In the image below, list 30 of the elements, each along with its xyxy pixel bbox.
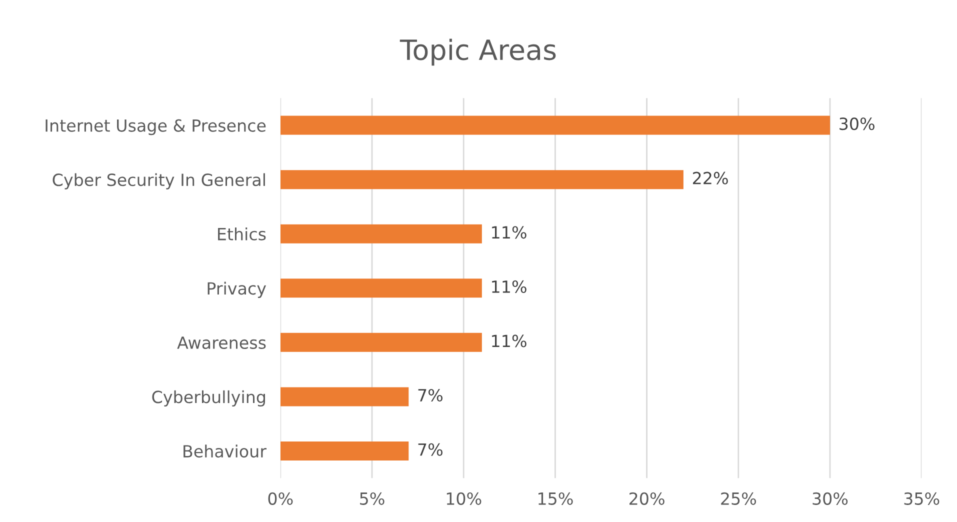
data-label: 22%	[692, 172, 728, 184]
bar	[280, 387, 409, 406]
chart-title: Topic Areas	[400, 38, 556, 66]
y-tick-label: Awareness	[177, 336, 266, 349]
y-tick-label: Privacy	[208, 282, 266, 298]
y-tick-label: Ethics	[218, 228, 266, 240]
x-tick-label: 5%	[360, 492, 384, 505]
x-tick-label: 0%	[268, 492, 293, 505]
data-label: 11%	[492, 226, 526, 239]
data-label: 11%	[492, 280, 526, 293]
y-tick-label: Internet Usage & Presence	[46, 119, 266, 136]
bar	[280, 442, 409, 461]
y-tick-label: Cyberbullying	[152, 390, 265, 407]
x-tick-label: 30%	[812, 492, 848, 505]
data-label: 7%	[418, 388, 442, 402]
data-label: 11%	[492, 334, 526, 348]
x-tick-label: 15%	[538, 492, 573, 505]
x-tick-label: 20%	[629, 492, 664, 505]
bar	[280, 224, 482, 244]
y-tick-label: Behaviour	[184, 444, 267, 458]
bar	[280, 332, 482, 352]
bar	[280, 278, 482, 298]
x-tick-label: 35%	[904, 492, 940, 505]
y-tick-label: Cyber Security In General	[52, 173, 265, 190]
bar	[280, 170, 684, 190]
data-label: 7%	[418, 443, 442, 456]
x-tick-label: 25%	[721, 492, 756, 505]
x-tick-label: 10%	[446, 492, 482, 505]
data-label: 30%	[840, 118, 874, 130]
bar	[280, 116, 830, 135]
